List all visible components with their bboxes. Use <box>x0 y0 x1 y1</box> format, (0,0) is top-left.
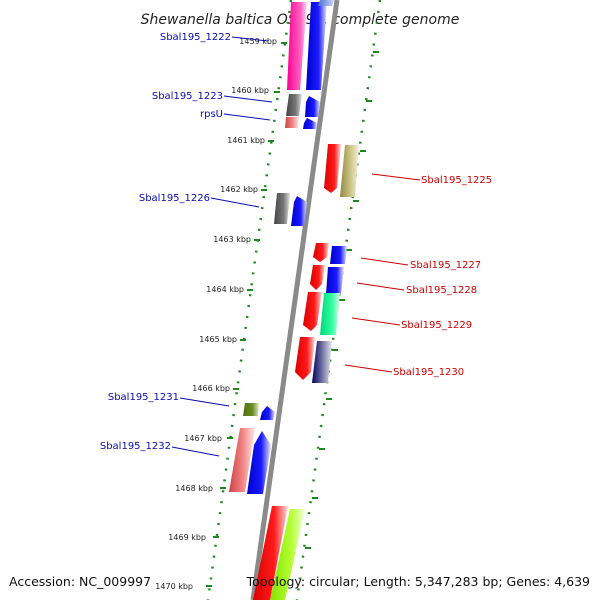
leader-sbal195-1222 <box>231 36 269 42</box>
gene-sbal195-1226b[interactable] <box>291 196 307 226</box>
label-sbal195-1228[interactable]: Sbal195_1228 <box>406 285 477 296</box>
gene-sbal195-1228[interactable] <box>310 265 325 290</box>
label-sbal195-1230[interactable]: Sbal195_1230 <box>393 367 464 378</box>
gene-bottom-lime[interactable] <box>270 509 305 600</box>
tick-label-1469: 1469 kbp <box>168 533 206 542</box>
leader-sbal195-1232 <box>171 446 220 457</box>
gene-sbal195-1227[interactable] <box>313 243 329 262</box>
leader-sbal195-1223 <box>223 95 273 103</box>
leader-sbal195-1231 <box>179 397 230 407</box>
leader-sbal195-1227 <box>360 257 409 266</box>
gene-sbal195-1232[interactable] <box>229 428 255 492</box>
tick-label-1467: 1467 kbp <box>184 434 222 443</box>
gene-rpsU[interactable] <box>285 117 299 128</box>
leader-sbal195-1230 <box>344 364 393 373</box>
tick-label-1463: 1463 kbp <box>213 235 251 244</box>
gene-top-gray <box>318 0 334 6</box>
leader-sbal195-1225 <box>371 173 421 181</box>
tick-label-1465: 1465 kbp <box>199 335 237 344</box>
gene-sbal195-1229b[interactable] <box>320 293 340 335</box>
gene-sbal195-1222[interactable] <box>287 2 307 90</box>
gene-sbal195-1230b[interactable] <box>312 341 332 383</box>
label-sbal195-1226[interactable]: Sbal195_1226 <box>139 193 210 204</box>
label-sbal195-1229[interactable]: Sbal195_1229 <box>401 320 472 331</box>
gene-sbal195-1225b[interactable] <box>340 145 359 197</box>
tick-label-1466: 1466 kbp <box>192 384 230 393</box>
gene-sbal195-1231[interactable] <box>243 403 259 416</box>
gene-sbal195-1228b[interactable] <box>326 267 344 294</box>
tick-label-1459: 1459 kbp <box>239 37 277 46</box>
tick-label-1470: 1470 kbp <box>155 582 193 591</box>
gene-sbal195-1222-partner[interactable] <box>306 2 327 90</box>
ruler-ticks <box>206 42 379 587</box>
leader-sbal195-1229 <box>351 317 401 326</box>
gene-sbal195-1231b[interactable] <box>260 406 275 420</box>
gene-sbal195-1227b[interactable] <box>330 246 347 264</box>
gene-sbal195-1232b[interactable] <box>247 431 271 494</box>
label-sbal195-1222[interactable]: Sbal195_1222 <box>160 32 231 43</box>
label-rpsU[interactable]: rpsU <box>200 109 223 120</box>
accession-text: Accession: NC_009997 <box>9 574 151 589</box>
gene-sbal195-1226[interactable] <box>274 193 290 224</box>
tick-label-1468: 1468 kbp <box>175 484 213 493</box>
label-sbal195-1227[interactable]: Sbal195_1227 <box>410 260 481 271</box>
tick-label-1464: 1464 kbp <box>206 285 244 294</box>
ruler-line-left <box>206 0 293 600</box>
tick-label-1460: 1460 kbp <box>231 86 269 95</box>
gene-sbal195-1224[interactable] <box>305 96 320 117</box>
leader-sbal195-1226 <box>210 197 260 208</box>
gene-sbal195-1223[interactable] <box>286 94 302 116</box>
label-sbal195-1225[interactable]: Sbal195_1225 <box>421 175 492 186</box>
tick-label-1461: 1461 kbp <box>227 136 265 145</box>
topology-text: Topology: circular; Length: 5,347,283 bp… <box>246 574 590 589</box>
gene-bottom-red[interactable] <box>253 506 288 600</box>
label-sbal195-1223[interactable]: Sbal195_1223 <box>152 91 223 102</box>
gene-sbal195-1229[interactable] <box>303 292 322 331</box>
leader-rpsU <box>223 113 271 121</box>
leader-sbal195-1228 <box>356 282 405 291</box>
tick-label-1462: 1462 kbp <box>220 185 258 194</box>
gene-sbal195-1230[interactable] <box>295 337 315 380</box>
genome-backbone <box>250 0 340 600</box>
label-sbal195-1232[interactable]: Sbal195_1232 <box>100 441 171 452</box>
gene-sbal195-1225[interactable] <box>324 144 341 193</box>
gene-sbal195-1224b[interactable] <box>303 118 317 129</box>
label-sbal195-1231[interactable]: Sbal195_1231 <box>108 392 179 403</box>
